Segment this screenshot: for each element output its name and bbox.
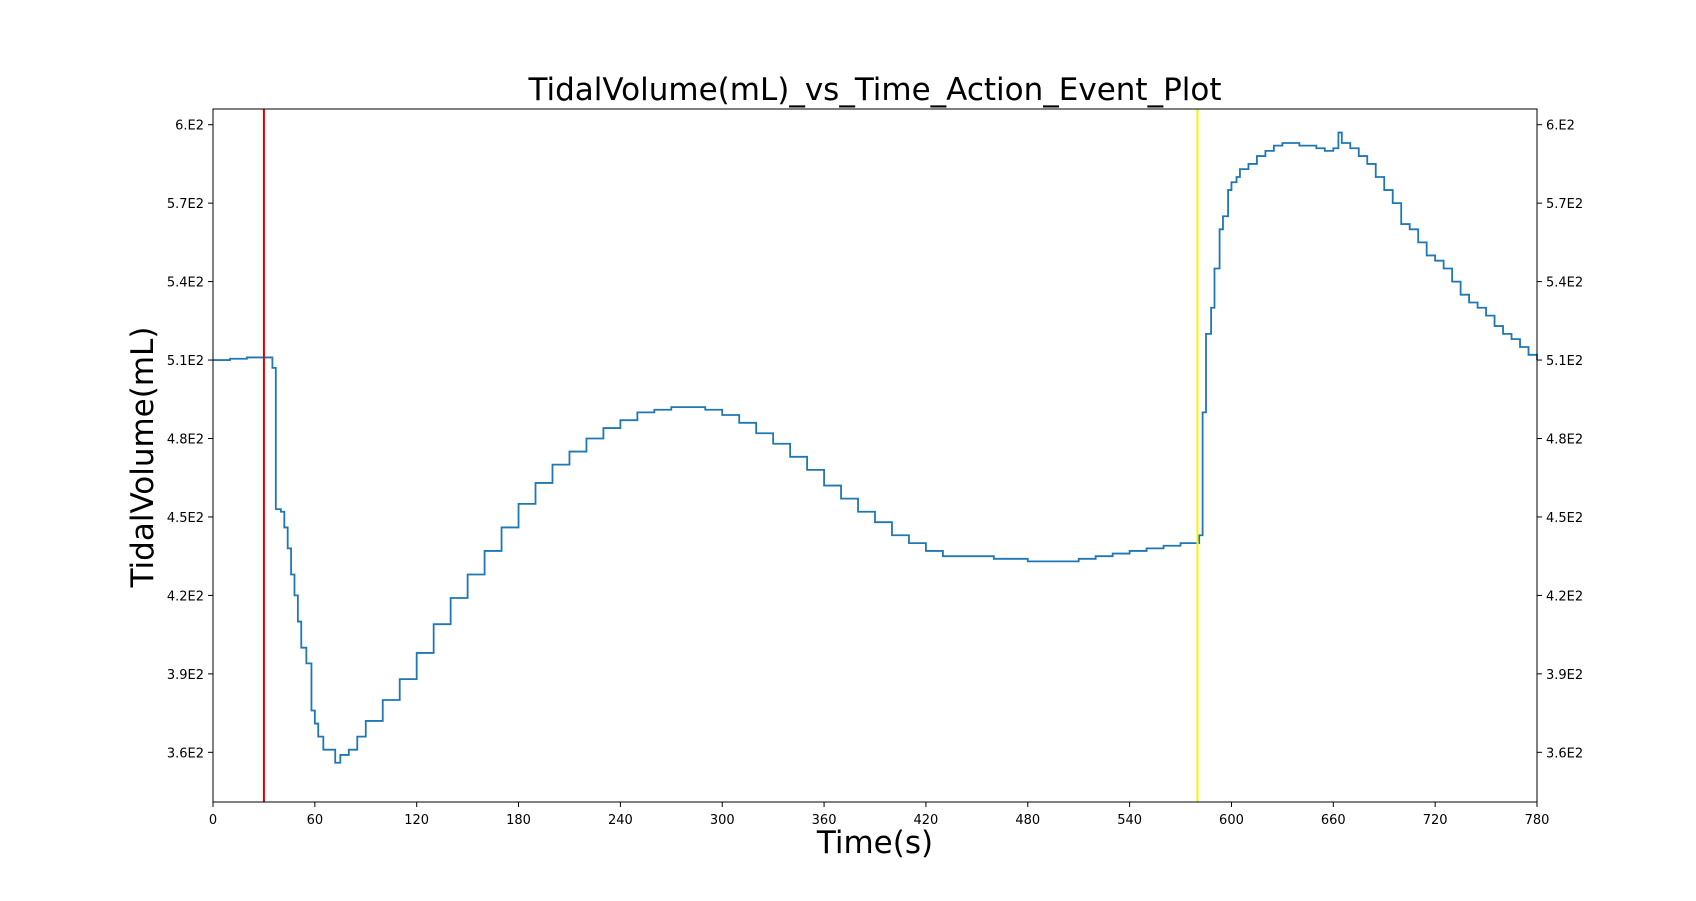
y-tick-label-left: 3.6E2 xyxy=(167,746,204,761)
x-tick-label: 600 xyxy=(1219,813,1244,828)
plot-frame xyxy=(212,108,1538,803)
x-tick-label: 120 xyxy=(404,813,429,828)
x-axis-title: Time(s) xyxy=(816,825,933,861)
y-tick-label-right: 5.7E2 xyxy=(1546,197,1583,212)
chart-title: TidalVolume(mL)_vs_Time_Action_Event_Plo… xyxy=(527,72,1221,108)
y-tick-label-right: 3.9E2 xyxy=(1546,668,1583,683)
series-line-0 xyxy=(213,131,1538,764)
y-tick-label-right: 4.2E2 xyxy=(1546,589,1583,604)
y-tick-label-right: 4.8E2 xyxy=(1546,433,1583,448)
x-tick-label: 780 xyxy=(1525,813,1550,828)
y-tick-label-left: 6.E2 xyxy=(175,119,204,134)
y-tick-label-right: 3.6E2 xyxy=(1546,746,1583,761)
x-tick-label: 0 xyxy=(209,813,217,828)
x-tick-label: 300 xyxy=(710,813,735,828)
y-tick-label-right: 6.E2 xyxy=(1546,119,1575,134)
x-tick-label: 60 xyxy=(307,813,324,828)
x-tick-label: 240 xyxy=(608,813,633,828)
y-axis-title: TidalVolume(mL) xyxy=(125,327,161,589)
y-tick-label-right: 5.1E2 xyxy=(1546,354,1583,369)
y-tick-label-left: 4.5E2 xyxy=(167,511,204,526)
x-tick-label: 180 xyxy=(506,813,531,828)
y-tick-label-left: 5.4E2 xyxy=(167,276,204,291)
x-tick-label: 720 xyxy=(1423,813,1448,828)
y-tick-label-left: 4.8E2 xyxy=(167,433,204,448)
x-tick-label: 540 xyxy=(1117,813,1142,828)
y-tick-label-left: 5.1E2 xyxy=(167,354,204,369)
x-tick-label: 420 xyxy=(914,813,939,828)
plot-area: 0 60 120 180 240 300 360 420 480 540 600 660 720 780 3… xyxy=(167,108,1583,828)
y-tick-label-right: 4.5E2 xyxy=(1546,511,1583,526)
y-tick-label-left: 5.7E2 xyxy=(167,197,204,212)
x-tick-label: 360 xyxy=(812,813,837,828)
x-tick-label: 480 xyxy=(1015,813,1040,828)
y-tick-label-left: 3.9E2 xyxy=(167,668,204,683)
y-tick-label-left: 4.2E2 xyxy=(167,589,204,604)
x-tick-label: 660 xyxy=(1321,813,1346,828)
y-tick-label-right: 5.4E2 xyxy=(1546,276,1583,291)
